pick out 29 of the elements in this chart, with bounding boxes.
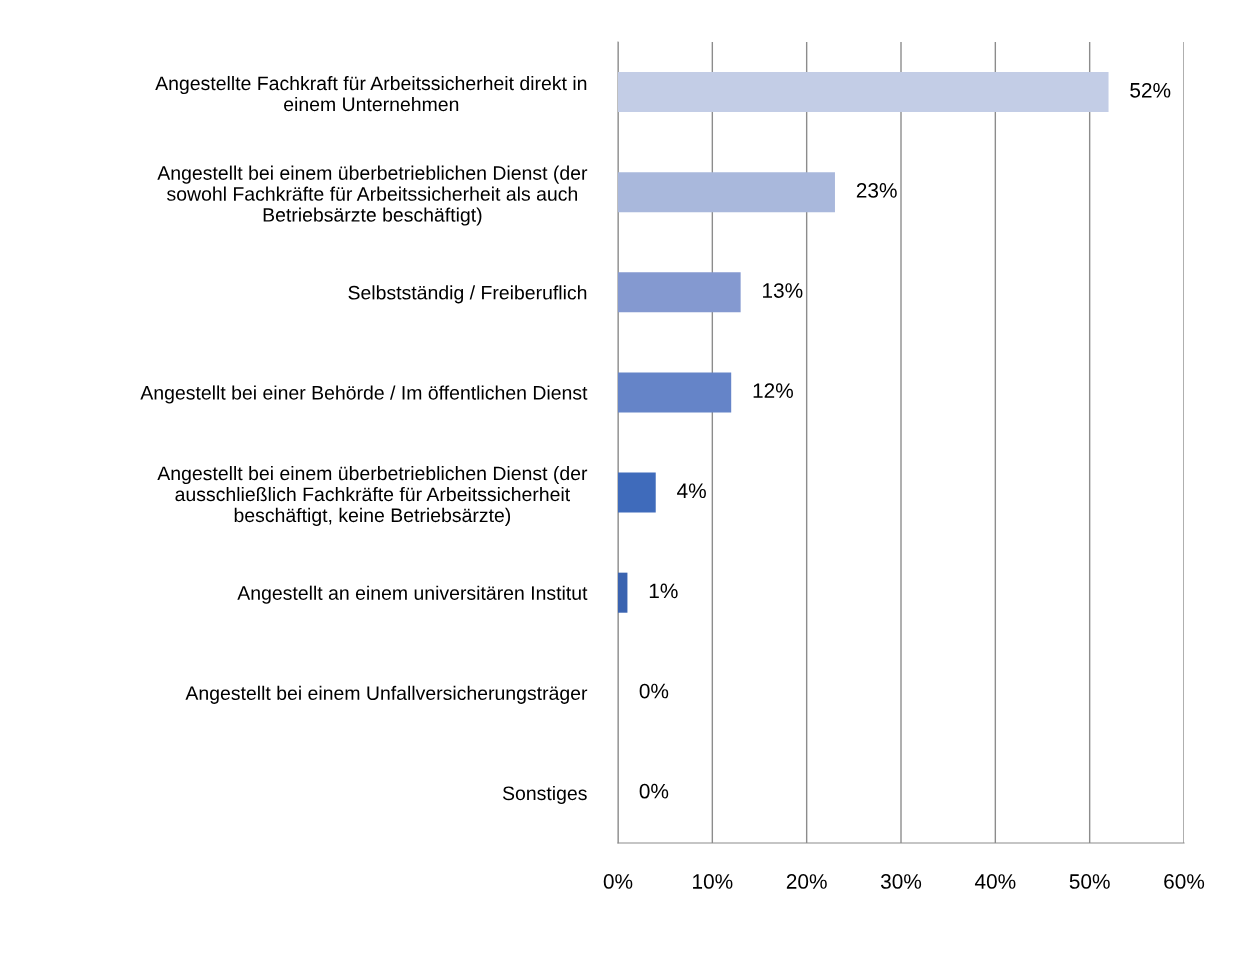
data-label: 0%	[639, 783, 669, 799]
data-label: 1%	[649, 583, 678, 599]
x-tick-label: 0%	[603, 874, 633, 889]
bar	[618, 172, 835, 213]
x-tick-label: 30%	[880, 874, 922, 889]
bar	[618, 372, 732, 413]
y-tick-label: Angestellt bei einem Unfallversicherungsträger	[185, 685, 588, 704]
x-tick-label: 60%	[1164, 874, 1205, 889]
y-tick-label: Selbstständig / Freiberuflich	[348, 285, 587, 304]
data-label: 12%	[753, 383, 793, 398]
y-tick-label: Angestellt bei einem überbetrieblichen Dienst (der ausschließlich Fachkräfte für Arbeitssicherheit beschäftigt, keine Betriebsärzte)	[157, 465, 588, 526]
data-label: 4%	[677, 483, 706, 499]
y-tick-label: Sonstiges	[502, 785, 587, 805]
y-tick-label: Angestellt bei einer Behörde / Im öffentlichen Dienst	[140, 385, 588, 404]
x-tick-label: 20%	[786, 874, 827, 889]
bar	[618, 472, 656, 513]
data-label: 0%	[639, 683, 669, 699]
x-tick-label: 40%	[974, 874, 1016, 889]
bar	[618, 272, 741, 313]
y-tick-label: Angestellt bei einem überbetrieblichen Dienst (der sowohl Fachkräfte für Arbeitssicherheit als auch Betriebsärzte beschäftigt)	[157, 165, 588, 226]
x-tick-label: 50%	[1069, 874, 1110, 889]
bar	[618, 72, 1109, 113]
x-tick-label: 10%	[693, 874, 733, 889]
y-tick-label: Angestellte Fachkraft für Arbeitssicherheit direkt in einem Unternehmen	[155, 75, 587, 112]
bar	[618, 572, 628, 613]
data-label: 23%	[856, 183, 897, 198]
data-label: 52%	[1130, 82, 1171, 98]
y-tick-label: Angestellt an einem universitären Institut	[237, 585, 588, 604]
data-label: 13%	[763, 283, 803, 298]
